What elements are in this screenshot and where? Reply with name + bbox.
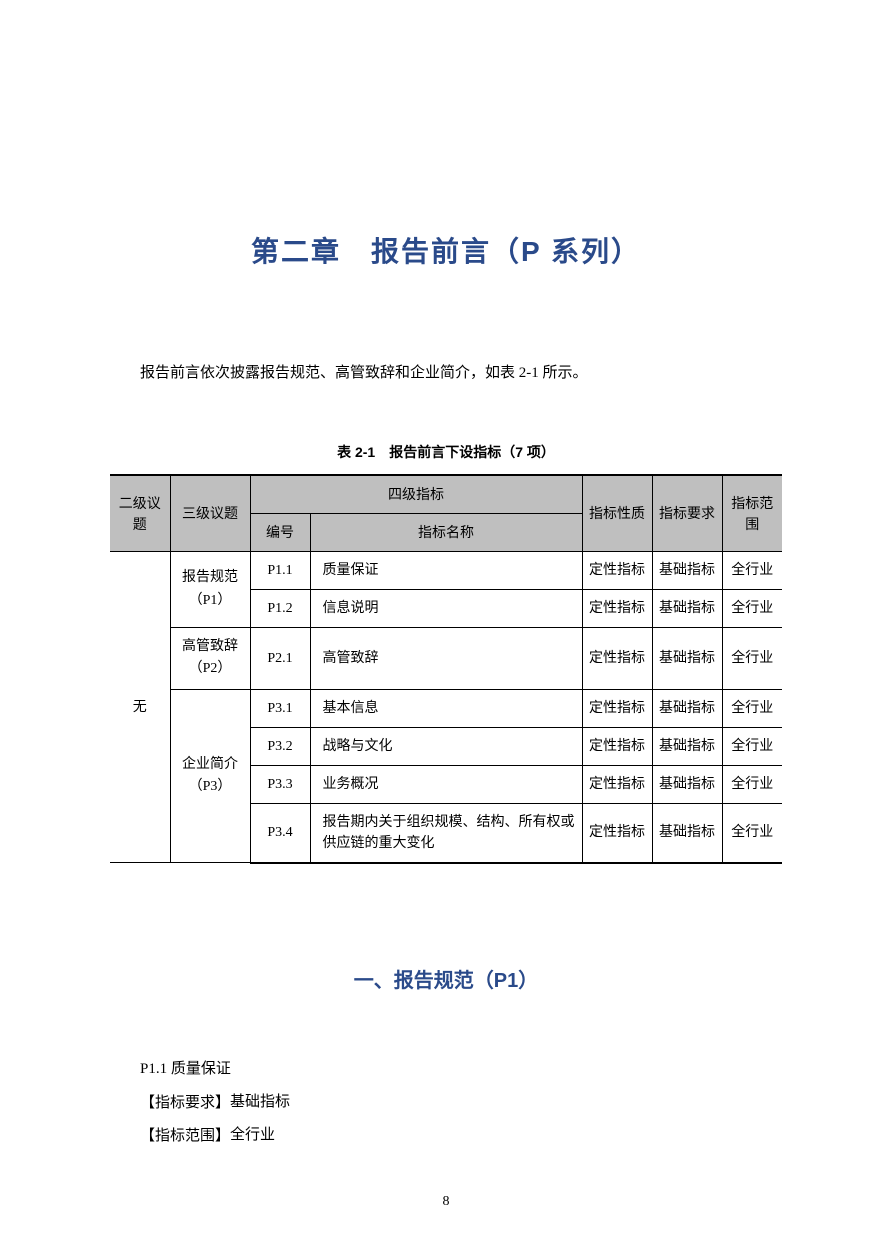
cell-req: 基础指标 [652,628,722,690]
cell-req: 基础指标 [652,590,722,628]
section-title: 一、报告规范（P1） [110,964,782,993]
th-nature: 指标性质 [582,475,652,552]
th-code: 编号 [250,514,310,552]
table-row: 无报告规范（P1）P1.1质量保证定性指标基础指标全行业 [110,552,782,590]
detail-item-title: P1.1 质量保证 [140,1053,231,1086]
intro-paragraph: 报告前言依次披露报告规范、高管致辞和企业简介，如表 2-1 所示。 [110,360,782,387]
th-level2: 二级议题 [110,475,170,552]
table-row: 企业简介（P3）P3.1基本信息定性指标基础指标全行业 [110,689,782,727]
detail-req-label: 【指标要求】 [140,1086,230,1119]
cell-level3: 高管致辞（P2） [170,628,250,690]
cell-name: 业务概况 [310,765,582,803]
cell-name: 战略与文化 [310,727,582,765]
cell-code: P3.2 [250,727,310,765]
cell-scope: 全行业 [722,727,782,765]
cell-nature: 定性指标 [582,765,652,803]
cell-scope: 全行业 [722,590,782,628]
th-level3: 三级议题 [170,475,250,552]
cell-code: P1.1 [250,552,310,590]
cell-level3: 报告规范（P1） [170,552,250,628]
detail-block: P1.1 质量保证 【指标要求】 基础指标 【指标范围】 全行业 [110,1053,782,1152]
cell-nature: 定性指标 [582,628,652,690]
cell-name: 报告期内关于组织规模、结构、所有权或供应链的重大变化 [310,803,582,863]
detail-scope-value: 全行业 [230,1119,275,1152]
cell-nature: 定性指标 [582,803,652,863]
th-scope: 指标范围 [722,475,782,552]
cell-code: P3.1 [250,689,310,727]
th-name: 指标名称 [310,514,582,552]
cell-name: 高管致辞 [310,628,582,690]
cell-req: 基础指标 [652,552,722,590]
cell-code: P1.2 [250,590,310,628]
table-row: 高管致辞（P2）P2.1高管致辞定性指标基础指标全行业 [110,628,782,690]
cell-req: 基础指标 [652,689,722,727]
cell-nature: 定性指标 [582,689,652,727]
cell-level3: 企业简介（P3） [170,689,250,863]
cell-req: 基础指标 [652,727,722,765]
th-requirement: 指标要求 [652,475,722,552]
indicator-table: 二级议题 三级议题 四级指标 指标性质 指标要求 指标范围 编号 指标名称 无报… [110,474,782,864]
cell-name: 质量保证 [310,552,582,590]
cell-nature: 定性指标 [582,727,652,765]
cell-scope: 全行业 [722,552,782,590]
cell-scope: 全行业 [722,628,782,690]
chapter-title: 第二章 报告前言（P 系列） [110,230,782,270]
cell-scope: 全行业 [722,765,782,803]
cell-nature: 定性指标 [582,590,652,628]
table-caption: 表 2-1 报告前言下设指标（7 项） [110,442,782,462]
page-number: 8 [0,1194,892,1210]
cell-scope: 全行业 [722,689,782,727]
cell-code: P2.1 [250,628,310,690]
th-level4: 四级指标 [250,475,582,514]
cell-nature: 定性指标 [582,552,652,590]
cell-scope: 全行业 [722,803,782,863]
detail-scope-label: 【指标范围】 [140,1119,230,1152]
cell-name: 信息说明 [310,590,582,628]
cell-req: 基础指标 [652,803,722,863]
cell-code: P3.4 [250,803,310,863]
cell-name: 基本信息 [310,689,582,727]
detail-req-value: 基础指标 [230,1086,290,1119]
cell-code: P3.3 [250,765,310,803]
cell-level2: 无 [110,552,170,863]
cell-req: 基础指标 [652,765,722,803]
